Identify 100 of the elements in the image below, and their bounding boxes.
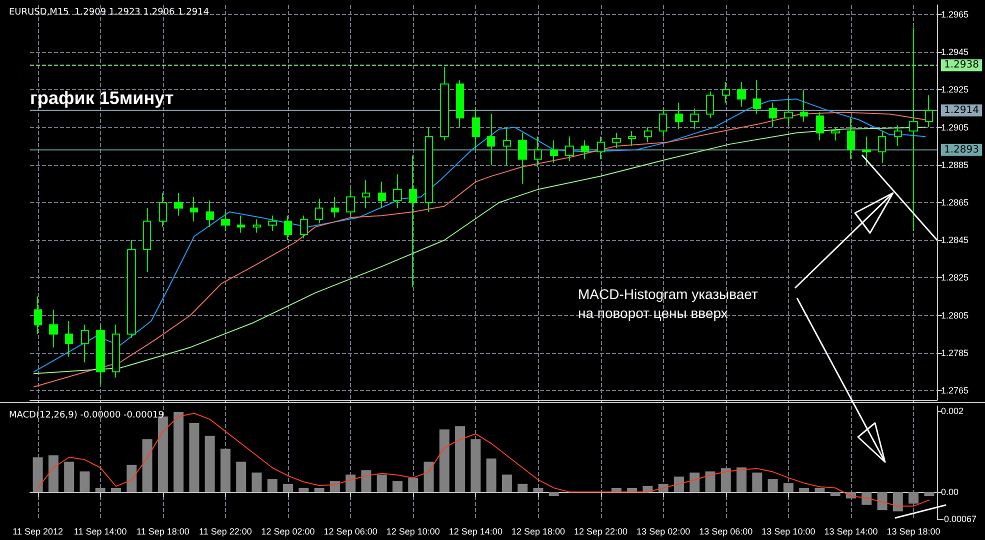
- candlestick: [425, 126, 433, 212]
- x-tick-label: 11 Sep 2012: [12, 526, 64, 536]
- candlestick: [831, 126, 840, 141]
- bar: [32, 457, 43, 492]
- y-tick-label: 1.2845: [941, 235, 969, 246]
- ref-line-label: 1.2914: [944, 104, 979, 116]
- bar: [346, 474, 356, 492]
- candlestick: [550, 140, 558, 164]
- bar: [548, 492, 559, 496]
- x-tick-label: 12 Sep 22:00: [574, 526, 628, 536]
- candlestick: [722, 82, 730, 104]
- candlestick: [159, 192, 167, 228]
- ref-line-label: 1.2893: [944, 144, 979, 156]
- bar: [392, 481, 402, 492]
- candlestick: [253, 218, 261, 234]
- bar: [908, 492, 919, 504]
- candlestick: [565, 136, 574, 162]
- bar: [768, 479, 778, 492]
- bar: [424, 462, 434, 492]
- x-tick-label: 11 Sep 14:00: [74, 526, 127, 536]
- candlestick: [612, 132, 621, 148]
- y-tick-label: 1.2805: [941, 310, 969, 320]
- bar: [189, 422, 200, 492]
- bar: [361, 470, 372, 492]
- candlestick: [675, 102, 683, 130]
- candlestick: [96, 324, 105, 386]
- bar: [752, 472, 762, 492]
- candlestick: [753, 80, 761, 115]
- bar: [408, 478, 418, 492]
- candlestick: [34, 296, 42, 335]
- candlestick: [81, 324, 89, 363]
- candlestick: [800, 89, 808, 122]
- candlestick: [644, 126, 652, 143]
- x-tick-label: 11 Sep 18:00: [136, 526, 190, 536]
- y-tick-label: 1.2945: [941, 47, 969, 58]
- y-tick-label: 1.2785: [941, 348, 969, 358]
- bar: [470, 439, 481, 492]
- bar: [830, 492, 840, 496]
- candlestick: [315, 198, 323, 224]
- annotation: график 15минут: [30, 88, 174, 109]
- candlestick: [268, 215, 277, 232]
- candlestick: [143, 208, 151, 273]
- candlestick: [331, 196, 339, 218]
- x-tick-label: 12 Sep 14:00: [448, 526, 502, 536]
- candlestick: [534, 136, 542, 168]
- x-tick-label: 13 Sep 02:00: [636, 526, 690, 536]
- bar: [48, 455, 58, 492]
- bar: [533, 488, 544, 492]
- candlestick: [456, 80, 464, 128]
- x-tick-label: 12 Sep 18:00: [511, 526, 566, 536]
- chart-title: EURUSD,M15 1.2909 1.2923 1.2906 1.2914: [9, 8, 210, 18]
- candlestick: [769, 102, 777, 128]
- bar: [690, 472, 700, 492]
- candlestick: [378, 181, 386, 209]
- candlestick: [190, 196, 198, 222]
- candlestick: [878, 130, 886, 164]
- candlestick: [362, 179, 370, 209]
- candlestick: [847, 117, 855, 160]
- bar: [142, 439, 152, 492]
- y-tick-label: 1.2825: [941, 272, 969, 283]
- bar: [330, 481, 340, 492]
- candlestick: [737, 82, 746, 108]
- candlestick: [487, 114, 495, 166]
- candlestick: [816, 112, 824, 141]
- bar: [924, 492, 934, 496]
- candlestick: [393, 174, 402, 209]
- candlestick: [862, 136, 871, 166]
- y-tick-label: 1.2905: [941, 122, 969, 132]
- bar: [314, 488, 324, 492]
- bar: [267, 479, 278, 492]
- candlestick: [503, 126, 511, 166]
- x-tick-label: 13 Sep 10:00: [762, 526, 816, 536]
- bar: [439, 429, 450, 492]
- bar: [204, 436, 215, 492]
- y-tick-label: 0.00: [941, 486, 959, 497]
- candlestick: [581, 140, 589, 160]
- candlestick: [894, 124, 902, 147]
- bar: [799, 488, 810, 492]
- candlestick: [628, 130, 636, 147]
- x-tick-label: 11 Sep 22:00: [199, 526, 252, 536]
- bar: [814, 488, 825, 492]
- candlestick: [284, 215, 292, 241]
- bar: [877, 492, 888, 510]
- bar: [95, 488, 106, 492]
- bar: [502, 474, 512, 492]
- candlestick: [65, 320, 73, 358]
- bar: [80, 471, 90, 492]
- candlestick: [206, 200, 214, 228]
- candlestick: [659, 108, 667, 138]
- x-tick-label: 13 Sep 06:00: [699, 526, 753, 536]
- y-tick-label: 1.2885: [941, 160, 969, 170]
- bar: [220, 448, 230, 492]
- bar: [283, 484, 294, 492]
- ref-line-label: 1.2938: [944, 60, 979, 71]
- candlestick: [690, 108, 699, 130]
- x-tick-label: 12 Sep 10:00: [386, 526, 440, 536]
- y-tick-label: -0.00067: [941, 514, 977, 524]
- bar: [892, 492, 903, 512]
- candlestick: [300, 215, 308, 239]
- bar: [174, 412, 184, 492]
